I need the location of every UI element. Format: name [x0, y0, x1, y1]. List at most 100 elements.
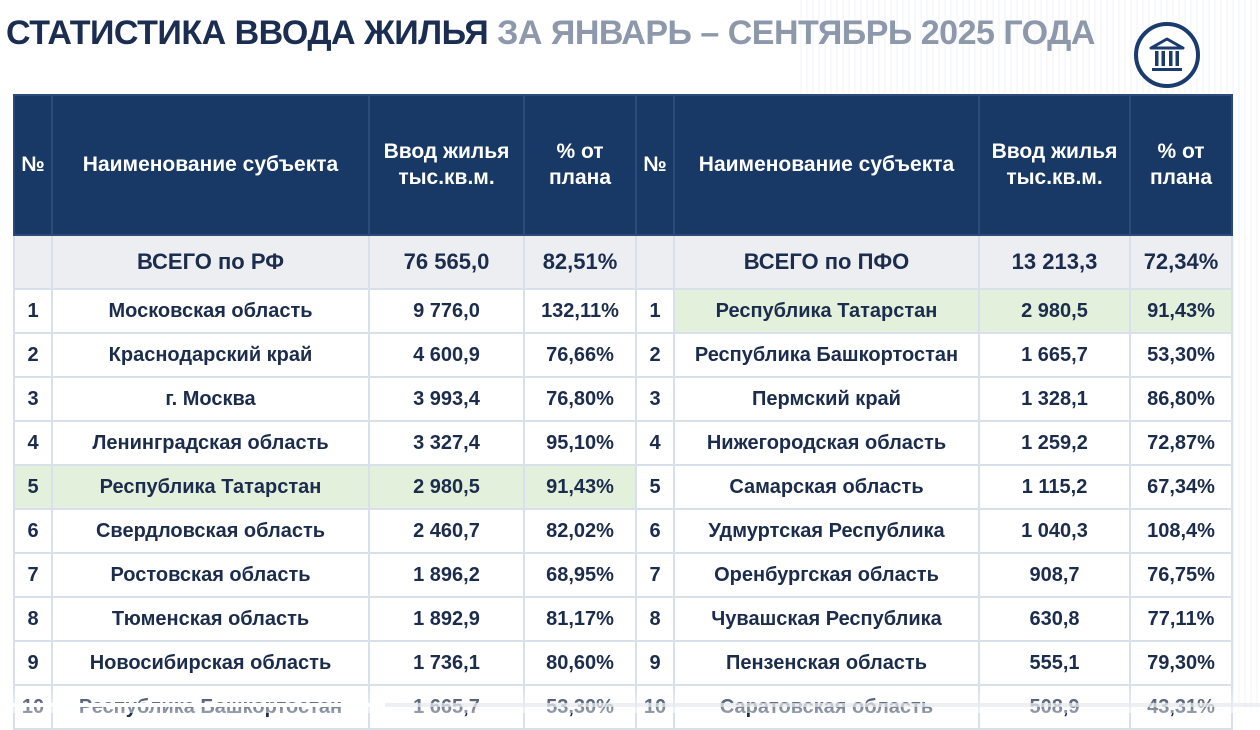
total-label-left: ВСЕГО по РФ [51, 234, 370, 290]
row-value-left: 9 776,0 [368, 288, 525, 334]
row-percent-left: 76,80% [523, 376, 637, 422]
row-percent-left: 91,43% [523, 464, 637, 510]
total-value-right: 13 213,3 [978, 234, 1131, 290]
housing-stats-table: № Наименование субъекта Ввод жилья тыс.к… [13, 94, 1233, 730]
row-num-left: 9 [13, 640, 53, 686]
table-row: 6 Свердловская область 2 460,7 82,02% 6 Удмур… [13, 508, 1233, 554]
row-num-left: 4 [13, 420, 53, 466]
col-header-percent-left: % от плана [523, 94, 637, 236]
row-name-right: Оренбургская область [673, 552, 980, 598]
row-value-left: 1 896,2 [368, 552, 525, 598]
total-value-left: 76 565,0 [368, 234, 525, 290]
table-row: 5 Республика Татарстан 2 980,5 91,43% 5 Самар… [13, 464, 1233, 510]
row-percent-right: 72,87% [1129, 420, 1233, 466]
row-num-right: 9 [635, 640, 675, 686]
total-label-right: ВСЕГО по ПФО [673, 234, 980, 290]
table-row: 3 г. Москва 3 993,4 76,80% 3 Пермский край 1 3… [13, 376, 1233, 422]
row-name-left: Московская область [51, 288, 370, 334]
row-value-left: 1 736,1 [368, 640, 525, 686]
row-name-left: Свердловская область [51, 508, 370, 554]
institution-columns-icon [1134, 22, 1200, 88]
row-value-right: 630,8 [978, 596, 1131, 642]
col-header-num-right: № [635, 94, 675, 236]
row-percent-left: 68,95% [523, 552, 637, 598]
row-percent-right: 86,80% [1129, 376, 1233, 422]
row-name-left: Тюменская область [51, 596, 370, 642]
row-name-right: Удмуртская Республика [673, 508, 980, 554]
row-name-right: Республика Башкортостан [673, 332, 980, 378]
row-percent-right: 76,75% [1129, 552, 1233, 598]
row-name-left: Краснодарский край [51, 332, 370, 378]
row-value-right: 1 665,7 [978, 332, 1131, 378]
row-name-right: Пермский край [673, 376, 980, 422]
col-header-num-left: № [13, 94, 53, 236]
row-num-right: 5 [635, 464, 675, 510]
row-num-right: 6 [635, 508, 675, 554]
video-progress-fill[interactable] [0, 703, 385, 707]
row-percent-right: 108,4% [1129, 508, 1233, 554]
row-num-left: 1 [13, 288, 53, 334]
row-value-left: 2 460,7 [368, 508, 525, 554]
row-percent-left: 76,66% [523, 332, 637, 378]
table-row: 8 Тюменская область 1 892,9 81,17% 8 Чувашска… [13, 596, 1233, 642]
row-percent-right: 53,30% [1129, 332, 1233, 378]
row-value-left: 3 327,4 [368, 420, 525, 466]
table-row: 7 Ростовская область 1 896,2 68,95% 7 Оренбур… [13, 552, 1233, 598]
row-value-right: 1 115,2 [978, 464, 1131, 510]
row-num-right: 8 [635, 596, 675, 642]
row-percent-right: 77,11% [1129, 596, 1233, 642]
row-value-left: 3 993,4 [368, 376, 525, 422]
row-value-right: 1 040,3 [978, 508, 1131, 554]
row-num-right: 4 [635, 420, 675, 466]
row-percent-left: 132,11% [523, 288, 637, 334]
row-percent-right: 91,43% [1129, 288, 1233, 334]
table-row: 9 Новосибирская область 1 736,1 80,60% 9 Пенз… [13, 640, 1233, 686]
row-name-right: Пензенская область [673, 640, 980, 686]
row-value-left: 2 980,5 [368, 464, 525, 510]
row-num-left: 2 [13, 332, 53, 378]
row-name-left: Ростовская область [51, 552, 370, 598]
row-num-right: 7 [635, 552, 675, 598]
total-percent-left: 82,51% [523, 234, 637, 290]
page-title: СТАТИСТИКА ВВОДА ЖИЛЬЯ ЗА ЯНВАРЬ – СЕНТЯ… [6, 14, 1095, 53]
title-main: СТАТИСТИКА ВВОДА ЖИЛЬЯ [6, 14, 489, 52]
row-num-right: 3 [635, 376, 675, 422]
row-percent-left: 80,60% [523, 640, 637, 686]
video-progress-track[interactable] [0, 703, 1260, 707]
row-percent-left: 81,17% [523, 596, 637, 642]
bottom-fade-overlay [0, 688, 1260, 713]
row-name-left: Ленинградская область [51, 420, 370, 466]
row-percent-left: 95,10% [523, 420, 637, 466]
institution-columns-icon-graphic [1149, 37, 1185, 71]
row-value-right: 1 328,1 [978, 376, 1131, 422]
col-header-input-right: Ввод жилья тыс.кв.м. [978, 94, 1131, 236]
row-num-left: 8 [13, 596, 53, 642]
row-name-right: Чувашская Республика [673, 596, 980, 642]
table-row: 4 Ленинградская область 3 327,4 95,10% 4 Ниже… [13, 420, 1233, 466]
row-percent-right: 67,34% [1129, 464, 1233, 510]
total-num-left [13, 234, 53, 290]
row-percent-left: 82,02% [523, 508, 637, 554]
col-header-name-left: Наименование субъекта [51, 94, 370, 236]
table-row: 1 Московская область 9 776,0 132,11% 1 Респуб… [13, 288, 1233, 334]
row-name-right: Республика Татарстан [673, 288, 980, 334]
row-name-left: г. Москва [51, 376, 370, 422]
col-header-percent-right: % от плана [1129, 94, 1233, 236]
row-num-left: 6 [13, 508, 53, 554]
row-num-right: 2 [635, 332, 675, 378]
row-num-right: 1 [635, 288, 675, 334]
row-value-left: 4 600,9 [368, 332, 525, 378]
row-name-left: Новосибирская область [51, 640, 370, 686]
row-name-right: Нижегородская область [673, 420, 980, 466]
col-header-name-right: Наименование субъекта [673, 94, 980, 236]
title-period: ЗА ЯНВАРЬ – СЕНТЯБРЬ 2025 ГОДА [497, 14, 1095, 52]
row-value-right: 2 980,5 [978, 288, 1131, 334]
total-percent-right: 72,34% [1129, 234, 1233, 290]
row-value-left: 1 892,9 [368, 596, 525, 642]
table-row: 2 Краснодарский край 4 600,9 76,66% 2 Республ… [13, 332, 1233, 378]
row-name-right: Самарская область [673, 464, 980, 510]
row-num-left: 3 [13, 376, 53, 422]
row-value-right: 908,7 [978, 552, 1131, 598]
header-row: № Наименование субъекта Ввод жилья тыс.к… [13, 94, 1233, 236]
col-header-input-left: Ввод жилья тыс.кв.м. [368, 94, 525, 236]
